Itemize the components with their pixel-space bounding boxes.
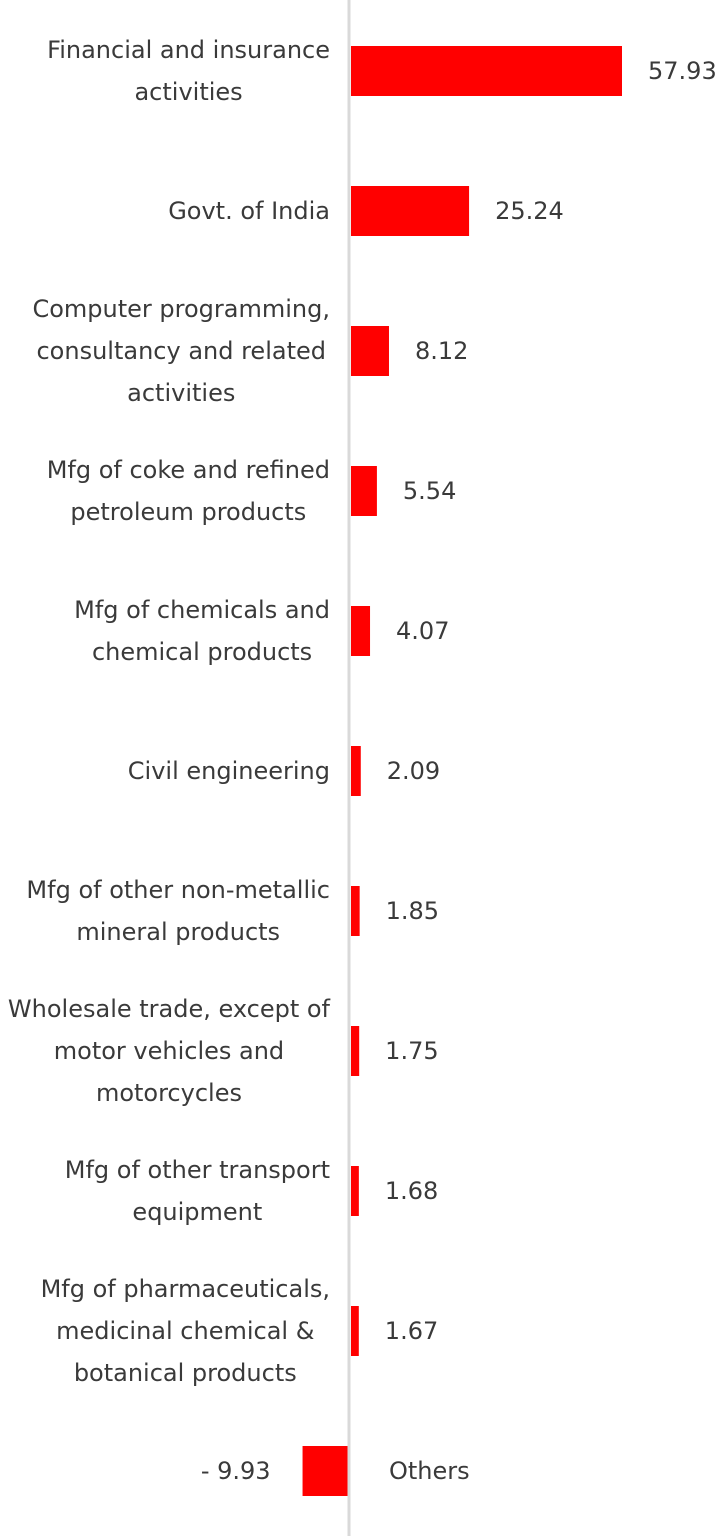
value-label-5: 4.07 [396, 617, 449, 645]
bar-5 [351, 606, 371, 656]
bar-7 [351, 886, 360, 936]
bar-8 [351, 1026, 360, 1076]
value-label-4: 5.54 [403, 477, 456, 505]
bar-3 [351, 326, 389, 376]
category-label-9: Mfg of other transport equipment [65, 1156, 330, 1226]
category-label-4: Mfg of coke and refined petroleum product… [47, 456, 330, 526]
category-label-11: Others [389, 1457, 470, 1485]
bar-4 [351, 466, 377, 516]
value-label-6: 2.09 [387, 757, 440, 785]
category-label-2: Govt. of India [168, 197, 330, 225]
bar-10 [351, 1306, 359, 1356]
bar-6 [351, 746, 361, 796]
category-label-10: Mfg of pharmaceuticals, medicinal chemica… [41, 1275, 330, 1387]
category-label-1: Financial and insurance activities [47, 36, 330, 106]
category-label-3: Computer programming, consultancy and rel… [32, 295, 330, 407]
value-label-9: 1.68 [385, 1177, 438, 1205]
value-label-2: 25.24 [495, 197, 564, 225]
value-label-1: 57.93 [648, 57, 717, 85]
bars-layer [302, 46, 622, 1496]
category-label-6: Civil engineering [128, 757, 330, 785]
bar-9 [351, 1166, 359, 1216]
value-label-3: 8.12 [415, 337, 468, 365]
value-label-11: - 9.93 [201, 1457, 271, 1485]
category-label-7: Mfg of other non-metallic mineral product… [26, 876, 330, 946]
bar-2 [351, 186, 470, 236]
bar-1 [351, 46, 622, 96]
category-label-8: Wholesale trade, except of motor vehicles… [8, 995, 331, 1107]
labels-layer: 57.93 Financial and insurance activities 25… [8, 36, 717, 1485]
bar-11 [302, 1446, 349, 1496]
value-label-7: 1.85 [386, 897, 439, 925]
value-label-10: 1.67 [385, 1317, 438, 1345]
category-label-5: Mfg of chemicals and chemical products [74, 596, 330, 666]
value-label-8: 1.75 [385, 1037, 438, 1065]
